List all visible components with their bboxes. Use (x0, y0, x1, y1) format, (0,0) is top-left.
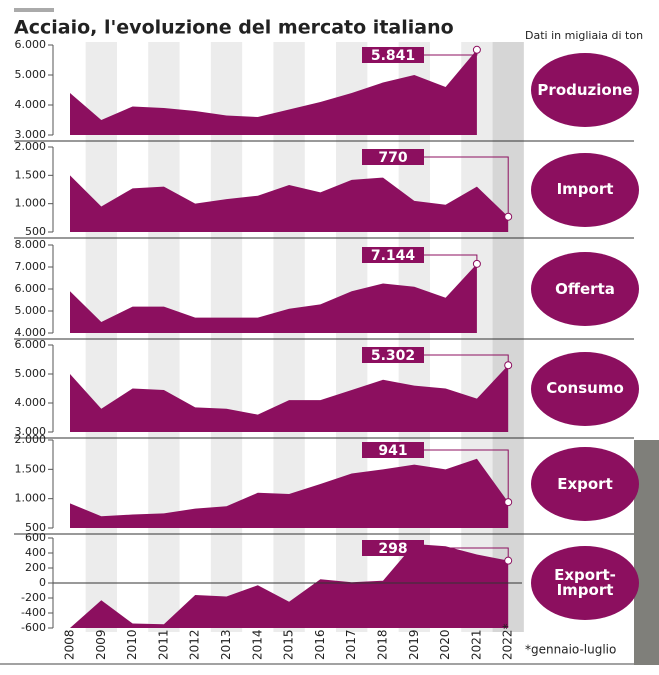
y-tick-label: 400 (25, 546, 46, 559)
title-rule (14, 8, 54, 12)
value-label: 5.302 (371, 348, 415, 364)
x-tick-label: 2015 (282, 629, 296, 660)
x-tick-label: 2018 (376, 629, 390, 660)
value-label: 7.144 (371, 248, 416, 264)
y-tick-label: 0 (39, 576, 46, 589)
value-label: 770 (378, 150, 407, 166)
x-tick-label: 2010 (125, 629, 139, 660)
x-tick-label: 2009 (94, 629, 108, 660)
point-marker (505, 213, 512, 220)
x-tick-label: 2017 (344, 629, 358, 660)
infographic: Acciaio, l'evoluzione del mercato italia… (0, 0, 659, 675)
panel-label: Offerta (531, 252, 639, 326)
x-tick-label: 2022* (501, 623, 515, 660)
y-tick-label: 5.000 (15, 68, 47, 81)
photo-strip (634, 440, 659, 665)
y-tick-label: 8.000 (15, 238, 47, 251)
point-marker (473, 46, 480, 53)
y-tick-label: 1.000 (15, 197, 47, 210)
y-tick-label: 7.000 (15, 260, 47, 273)
point-marker (505, 499, 512, 506)
value-label: 5.841 (371, 48, 415, 64)
value-label: 298 (378, 541, 407, 557)
y-tick-label: 2.000 (15, 140, 47, 153)
y-tick-label: 200 (25, 561, 46, 574)
x-tick-label: 2013 (219, 629, 233, 660)
point-marker (505, 362, 512, 369)
y-tick-label: -600 (21, 621, 46, 634)
y-tick-label: 1.500 (15, 462, 47, 475)
x-tick-label: 2014 (250, 629, 264, 660)
x-tick-label: 2008 (63, 629, 77, 660)
footnote: *gennaio-luglio (525, 643, 616, 657)
y-tick-label: 600 (25, 531, 46, 544)
note: Dati in migliaia di ton (525, 29, 643, 42)
x-tick-label: 2020 (438, 629, 452, 660)
panel-label: Export (531, 447, 639, 521)
value-label: 941 (378, 443, 407, 459)
y-tick-label: 2.000 (15, 433, 47, 446)
chart-title: Acciaio, l'evoluzione del mercato italia… (14, 17, 454, 39)
y-tick-label: 6.000 (15, 282, 47, 295)
y-tick-label: 5.000 (15, 304, 47, 317)
y-tick-label: 1.500 (15, 168, 47, 181)
x-tick-label: 2019 (407, 629, 421, 660)
y-tick-label: 6.000 (15, 338, 47, 351)
point-marker (505, 557, 512, 564)
panel-label: Export- Import (531, 546, 639, 620)
y-tick-label: 5.000 (15, 367, 47, 380)
panel-label: Import (531, 153, 639, 227)
panel-label: Produzione (531, 53, 639, 127)
x-tick-label: 2011 (156, 629, 170, 660)
x-tick-label: 2016 (313, 629, 327, 660)
y-tick-label: 4.000 (15, 396, 47, 409)
panel-label: Consumo (531, 352, 639, 426)
x-tick-label: 2021 (469, 629, 483, 660)
x-tick-label: 2012 (188, 629, 202, 660)
y-tick-label: 500 (25, 225, 46, 238)
y-tick-label: 1.000 (15, 492, 47, 505)
y-tick-label: 6.000 (15, 38, 47, 51)
y-tick-label: -400 (21, 606, 46, 619)
y-tick-label: 4.000 (15, 98, 47, 111)
point-marker (473, 260, 480, 267)
stripe (493, 42, 524, 632)
y-tick-label: -200 (21, 591, 46, 604)
